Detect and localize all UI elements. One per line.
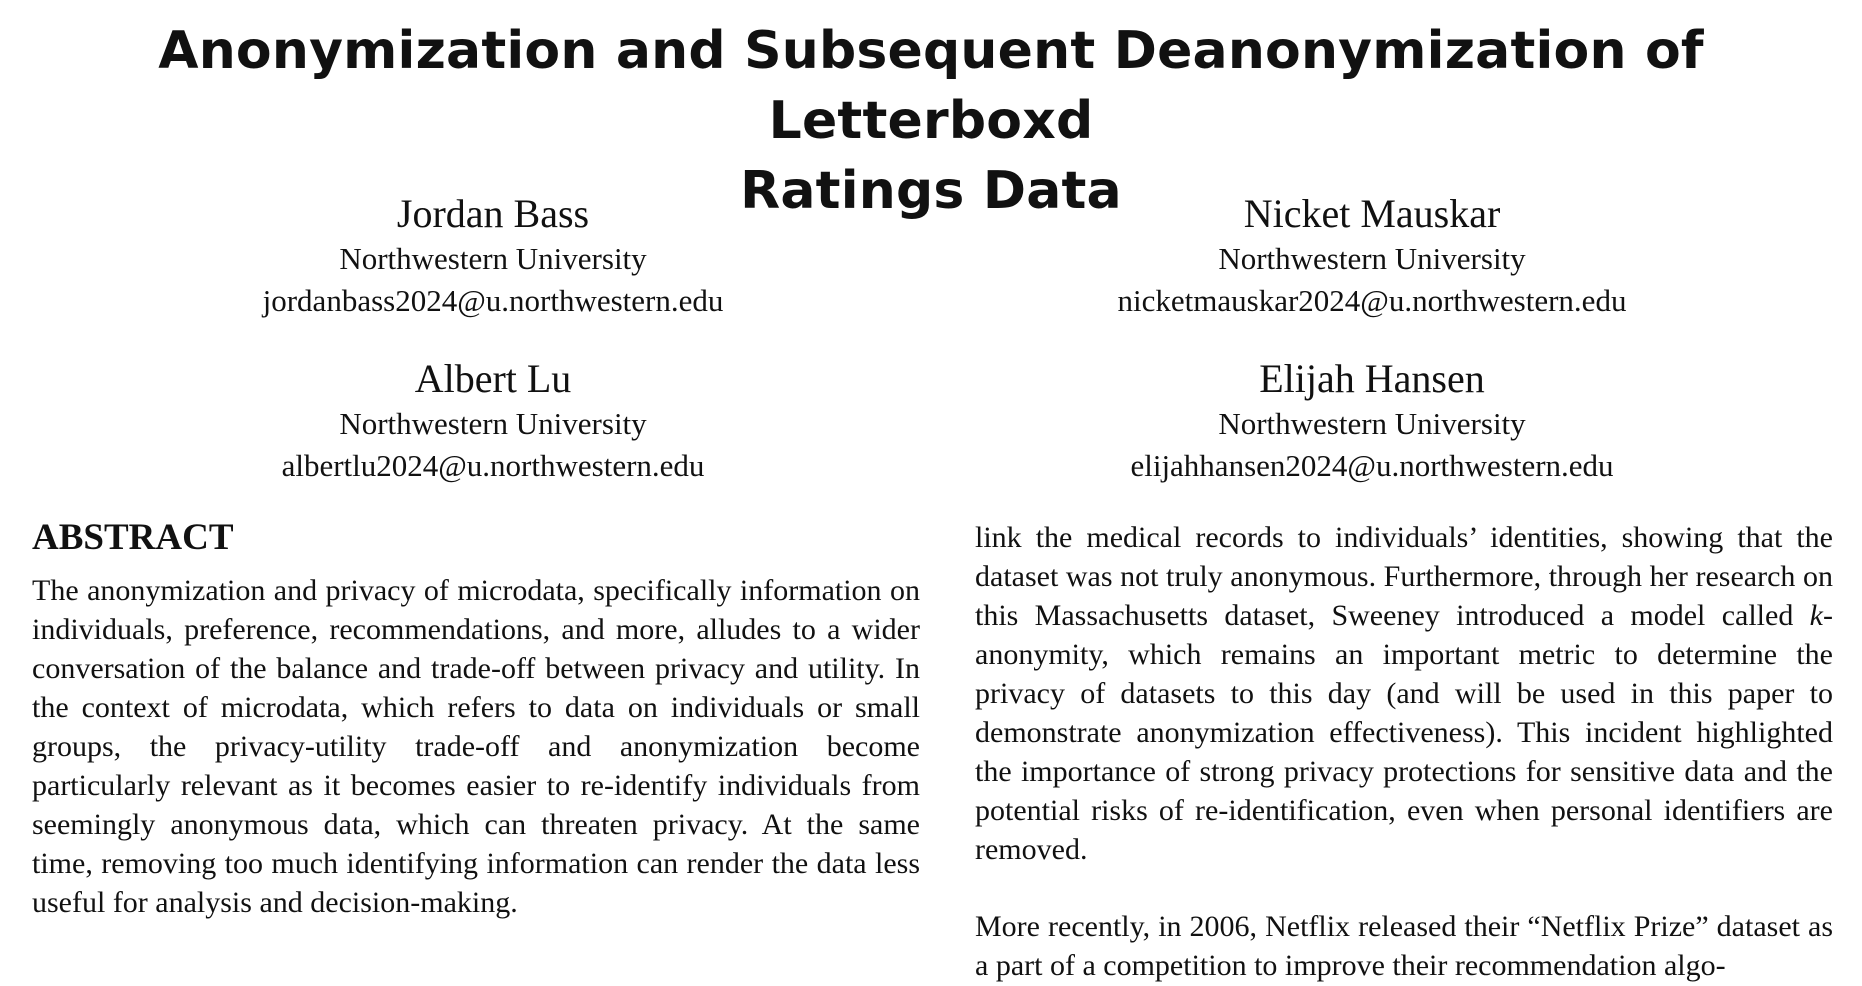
title-line-2: Ratings Data [740,161,1122,221]
author-block-1: Jordan Bass Northwestern University jord… [63,190,923,322]
paper-title: Anonymization and Subsequent Deanonymiza… [0,16,1862,226]
author-email: nicketmauskar2024@u.northwestern.edu [1117,283,1627,318]
title-line-1: Anonymization and Subsequent Deanonymiza… [158,21,1704,151]
author-block-4: Elijah Hansen Northwestern University el… [942,355,1802,487]
abstract-paragraph: The anonymization and privacy of microda… [32,574,920,919]
author-email: elijahhansen2024@u.northwestern.edu [1130,448,1614,483]
body-paragraph-2: More recently, in 2006, Netflix released… [975,910,1833,982]
body-text: link the medical records to individuals’… [975,521,1833,632]
author-affiliation: Northwestern University [339,241,647,276]
math-variable: k [1809,599,1823,632]
author-name: Nicket Mauskar [1243,191,1501,236]
author-affiliation: Northwestern University [339,406,647,441]
author-name: Albert Lu [414,356,572,401]
body-text: -anonymity, which remains an important m… [975,599,1833,866]
abstract-heading: ABSTRACT [32,517,234,558]
left-column: ABSTRACT The anonymization and privacy o… [32,515,920,922]
author-name: Jordan Bass [396,191,590,236]
author-block-2: Nicket Mauskar Northwestern University n… [942,190,1802,322]
author-name: Elijah Hansen [1259,356,1485,401]
author-email: jordanbass2024@u.northwestern.edu [262,283,724,318]
author-block-3: Albert Lu Northwestern University albert… [63,355,923,487]
author-email: albertlu2024@u.northwestern.edu [281,448,705,483]
author-affiliation: Northwestern University [1218,241,1526,276]
right-column: link the medical records to individuals’… [975,518,1833,985]
author-affiliation: Northwestern University [1218,406,1526,441]
body-paragraph-1: link the medical records to individuals’… [975,518,1833,869]
